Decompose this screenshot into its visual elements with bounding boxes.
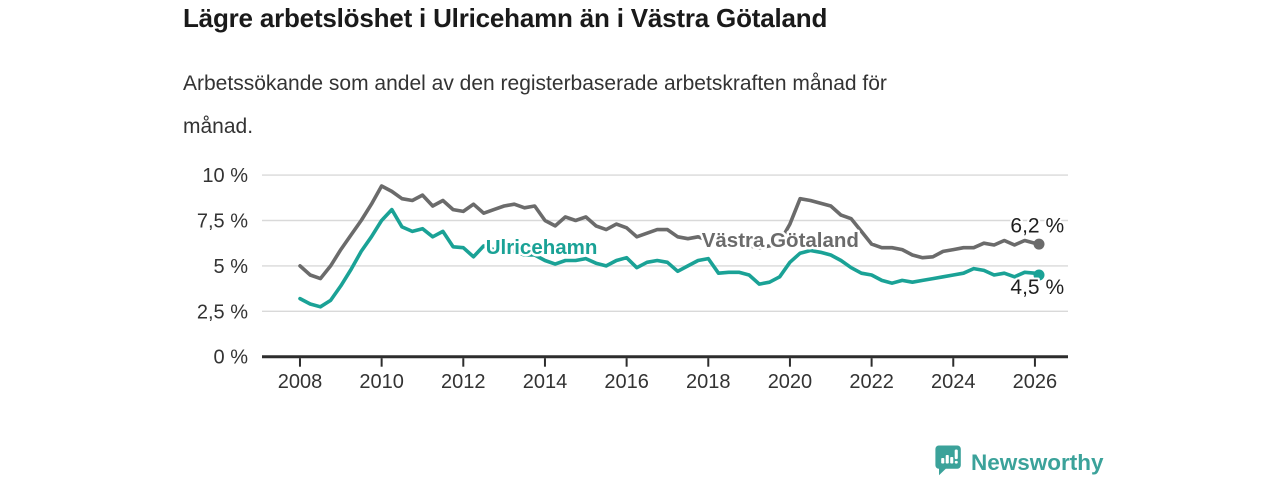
y-tick-label: 7,5 % bbox=[197, 211, 248, 233]
x-tick-label: 2008 bbox=[278, 371, 323, 393]
brand-footer: Newsworthy bbox=[935, 445, 1104, 482]
chart-subtitle: Arbetssökande som andel av den registerb… bbox=[183, 62, 887, 148]
line-chart: 2008 2010 2012 2014 2016 2018 2020 2022 2024 2026… bbox=[0, 145, 1120, 420]
x-tick-label: 2024 bbox=[931, 371, 976, 393]
series-end-value-v-stra-g-taland: 6,2 % bbox=[1010, 214, 1064, 237]
brand-name: Newsworthy bbox=[971, 450, 1104, 475]
x-tick-label: 2010 bbox=[359, 371, 404, 393]
y-tick-label: 0 % bbox=[214, 347, 249, 369]
y-tick-label: 5 % bbox=[214, 256, 249, 278]
newsworthy-logo-icon bbox=[935, 445, 962, 482]
x-tick-label: 2014 bbox=[523, 371, 568, 393]
y-tick-label: 10 % bbox=[202, 165, 248, 187]
x-tick-label: 2026 bbox=[1013, 371, 1058, 393]
series-line-ulricehamn bbox=[298, 207, 1041, 309]
y-tick-label: 2,5 % bbox=[197, 301, 248, 323]
x-tick-label: 2020 bbox=[768, 371, 813, 393]
x-tick-label: 2012 bbox=[441, 371, 486, 393]
x-tick-label: 2016 bbox=[604, 371, 649, 393]
chart-subtitle-line1: Arbetssökande som andel av den registerb… bbox=[183, 72, 887, 95]
x-tick-label: 2018 bbox=[686, 371, 731, 393]
series-label-v-stra-g-taland: Västra Götaland bbox=[702, 229, 859, 252]
series-end-dot-ulricehamn bbox=[1033, 269, 1045, 281]
line-chart-svg: 2008 2010 2012 2014 2016 2018 2020 2022 2024 2026… bbox=[197, 165, 1068, 393]
chart-title: Lägre arbetslöshet i Ulricehamn än i Väs… bbox=[183, 3, 828, 33]
x-tick-label: 2022 bbox=[849, 371, 894, 393]
series-label-ulricehamn: Ulricehamn bbox=[486, 236, 598, 259]
series-line-v-stra-g-taland bbox=[298, 184, 1041, 281]
series-end-value-ulricehamn: 4,5 % bbox=[1010, 276, 1064, 299]
chart-subtitle-line2: månad. bbox=[183, 115, 254, 138]
series-end-dot-v-stra-g-taland bbox=[1033, 238, 1045, 250]
